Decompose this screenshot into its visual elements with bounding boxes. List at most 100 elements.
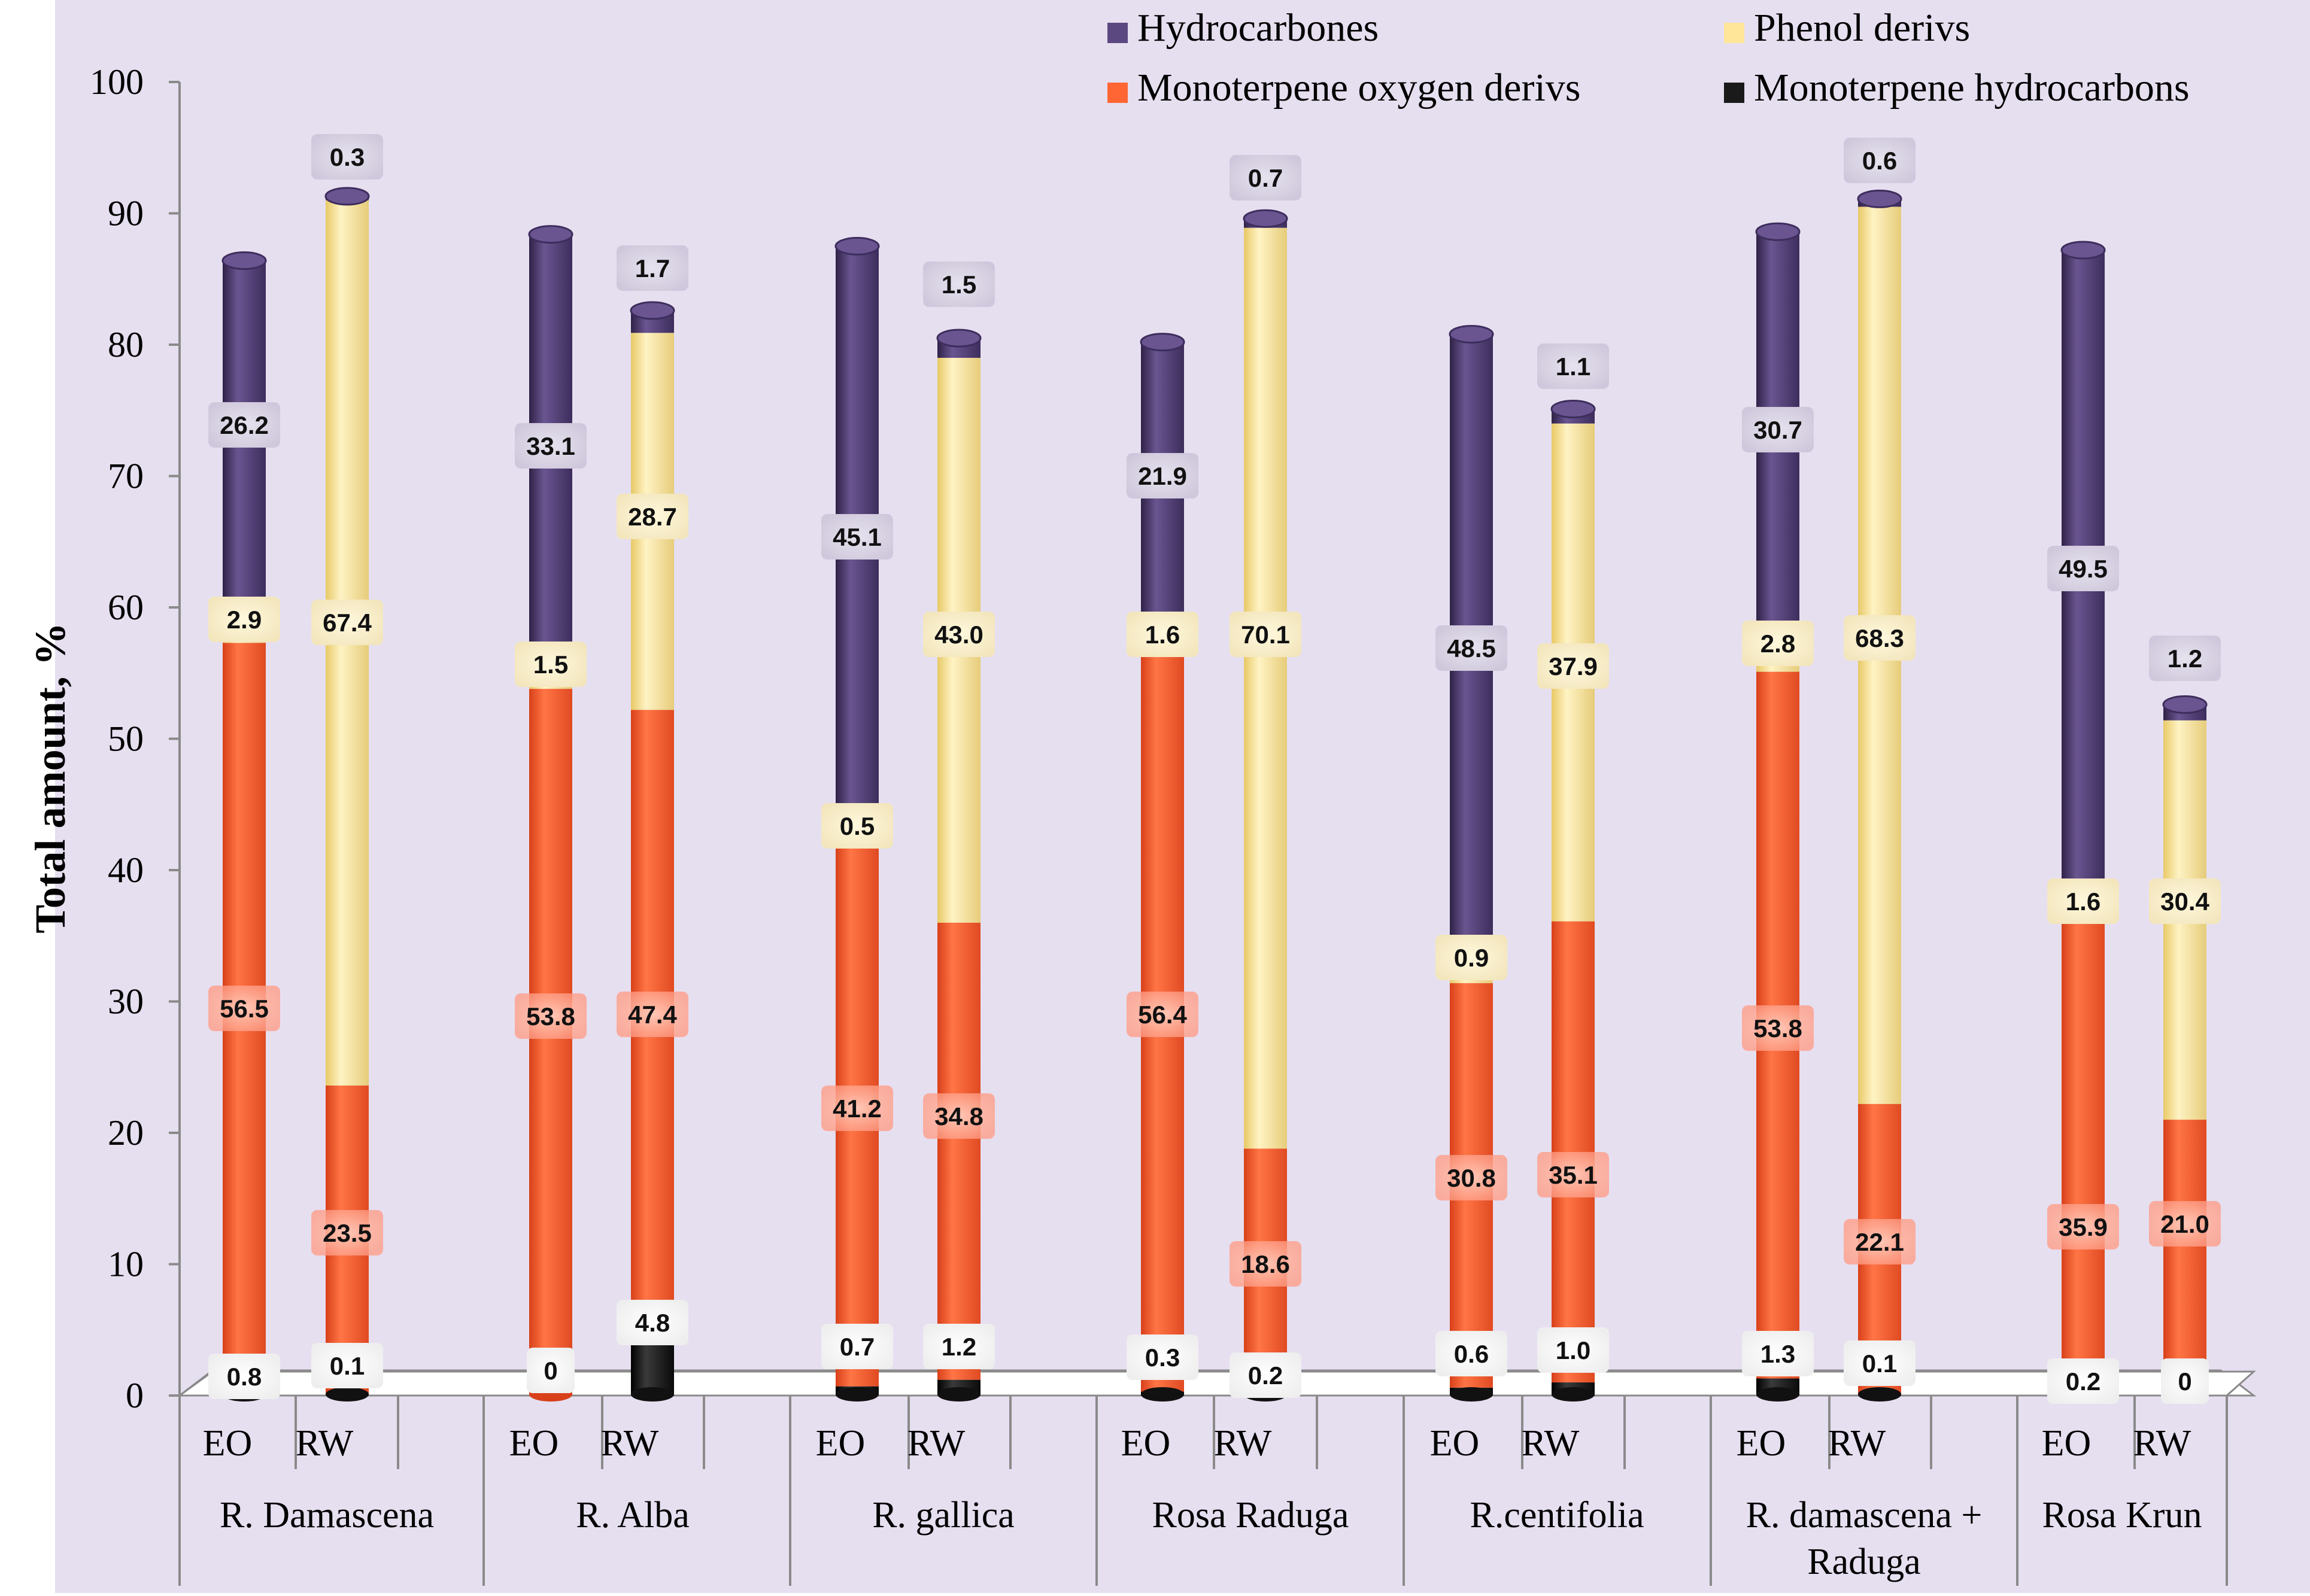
data-label-phenol-derivs: 2.9 [208, 597, 280, 642]
data-label-box [208, 597, 280, 642]
data-label-box [2047, 546, 2119, 591]
data-label-box [1435, 1155, 1507, 1200]
data-label-monoterpene-oxygen-derivs: 41.2 [821, 1086, 893, 1131]
data-label-hydrocarbones: 26.2 [208, 402, 280, 448]
y-tick-label: 60 [108, 588, 144, 627]
data-label-monoterpene-hydrocarbons: 0.7 [821, 1324, 893, 1369]
data-label-box [923, 262, 995, 307]
data-label-box [1435, 935, 1507, 980]
data-label-box [1537, 643, 1609, 689]
data-label-hydrocarbones: 21.9 [1127, 453, 1198, 498]
data-label-box [2047, 878, 2119, 924]
data-label-hydrocarbones: 0.6 [1844, 138, 1916, 183]
data-label-monoterpene-oxygen-derivs: 53.8 [515, 993, 587, 1039]
data-label-hydrocarbones: 1.2 [2149, 636, 2221, 681]
bar-top-cap [936, 329, 982, 348]
x-axis: EO RW EO RW EO RW EO RW EO RW EO RW EO RW R. Damascena… [178, 1396, 2228, 1586]
data-label-text: 45.1 [833, 523, 882, 551]
data-label-text: 1.5 [533, 650, 568, 679]
x-group-label-rosa-raduga: Rosa Raduga [1152, 1495, 1349, 1536]
bar-base-cap [836, 1387, 879, 1402]
data-label-text: 1.6 [2066, 887, 2100, 916]
x-group-label-r-alba: R. Alba [576, 1495, 689, 1536]
data-label-box [923, 1324, 995, 1369]
data-label-text: 22.1 [1855, 1228, 1904, 1256]
data-label-box [208, 1354, 280, 1399]
data-label-box [1537, 343, 1609, 389]
data-label-monoterpene-hydrocarbons: 0 [527, 1348, 575, 1393]
data-label-box [2047, 1358, 2119, 1404]
data-label-text: 30.7 [1753, 416, 1802, 444]
data-label-text: 43.0 [934, 621, 984, 649]
bar-base-cap [1858, 1387, 1901, 1402]
data-label-phenol-derivs: 0.9 [1435, 935, 1507, 980]
data-label-phenol-derivs: 67.4 [311, 600, 383, 645]
legend: Hydrocarbones Phenol derivs Monoterpene ox… [1107, 6, 2190, 110]
data-label-text: 4.8 [635, 1309, 670, 1337]
data-label-phenol-derivs: 1.6 [1127, 612, 1198, 657]
y-tick-label: 100 [90, 62, 144, 102]
bar-base-cap [1450, 1387, 1493, 1402]
data-label-box [1230, 1352, 1301, 1398]
x-sub-label-rw: RW [1828, 1423, 1886, 1464]
data-label-text: 0.6 [1862, 147, 1897, 175]
data-label-phenol-derivs: 43.0 [923, 612, 995, 657]
data-label-hydrocarbones: 30.7 [1742, 407, 1814, 452]
data-label-monoterpene-hydrocarbons: 1.2 [923, 1324, 995, 1369]
x-group-label-line1: R. damascena + [1746, 1495, 1983, 1536]
data-label-box [821, 1086, 893, 1131]
bar-monoterpene-oxygen-derivs-r-gallica-rw [937, 922, 981, 1380]
bar-top-cap [1449, 324, 1494, 343]
data-label-text: 1.1 [1556, 352, 1590, 381]
data-label-text: 1.5 [942, 270, 976, 299]
legend-item-monoterpene-oxygen-derivs: Monoterpene oxygen derivs [1107, 66, 1580, 110]
data-label-monoterpene-oxygen-derivs: 56.4 [1127, 992, 1198, 1037]
bar-base-cap [631, 1387, 674, 1402]
data-label-text: 1.6 [1145, 621, 1180, 649]
x-sub-label-eo: EO [509, 1423, 559, 1464]
data-label-box [1537, 1327, 1609, 1373]
data-label-phenol-derivs: 1.5 [515, 642, 587, 687]
data-label-box [617, 494, 688, 539]
data-label-box [923, 612, 995, 657]
bar-phenol-derivs-rosa-raduga-rw [1244, 227, 1287, 1149]
data-label-text: 49.5 [2059, 555, 2108, 583]
x-sub-label-eo: EO [203, 1423, 253, 1464]
data-label-text: 0.3 [330, 143, 365, 171]
data-label-box [617, 245, 688, 291]
data-label-monoterpene-hydrocarbons: 0.2 [1230, 1352, 1301, 1398]
legend-label: Monoterpene oxygen derivs [1137, 66, 1580, 110]
data-label-box [2047, 1204, 2119, 1250]
bar-top-cap [834, 236, 880, 256]
data-label-box [1742, 407, 1814, 452]
x-sub-label-eo: EO [1737, 1423, 1786, 1464]
bar-monoterpene-oxygen-derivs-r-alba-eo [529, 689, 572, 1396]
data-label-monoterpene-hydrocarbons: 1.0 [1537, 1327, 1609, 1373]
data-label-monoterpene-oxygen-derivs: 56.5 [208, 986, 280, 1031]
data-label-box [1435, 1331, 1507, 1376]
data-label-text: 0.9 [1454, 944, 1489, 972]
data-label-box [1127, 1334, 1198, 1380]
floor-top [177, 1370, 2256, 1397]
data-label-text: 0.6 [1454, 1340, 1489, 1368]
y-tick-label: 40 [108, 850, 144, 890]
data-label-monoterpene-oxygen-derivs: 21.0 [2149, 1201, 2221, 1247]
data-label-box [617, 992, 688, 1037]
data-label-hydrocarbones: 0.3 [311, 134, 383, 180]
data-label-hydrocarbones: 1.7 [617, 245, 688, 291]
data-label-box [1742, 621, 1814, 666]
data-label-text: 0.3 [1145, 1343, 1180, 1372]
data-label-monoterpene-oxygen-derivs: 47.4 [617, 992, 688, 1037]
bar-monoterpene-oxygen-derivs-rosa-krun-eo [2062, 921, 2105, 1393]
data-label-monoterpene-hydrocarbons: 1.3 [1742, 1331, 1814, 1376]
data-label-text: 67.4 [323, 609, 372, 637]
data-label-box [2149, 636, 2221, 681]
data-label-box [1844, 615, 1916, 661]
data-label-phenol-derivs: 0.5 [821, 803, 893, 849]
data-label-text: 0.5 [840, 812, 875, 840]
bar-top-cap [1243, 209, 1288, 228]
data-label-text: 0.7 [1248, 164, 1283, 192]
data-label-text: 30.8 [1447, 1164, 1496, 1192]
data-label-phenol-derivs: 70.1 [1230, 612, 1301, 657]
